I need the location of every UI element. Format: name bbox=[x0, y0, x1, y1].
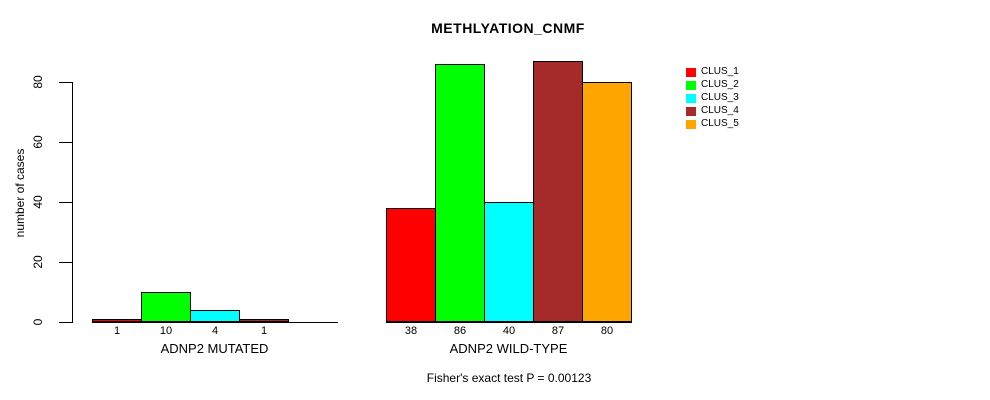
legend-swatch-clus-4 bbox=[686, 106, 696, 116]
bar-value-label-adnp2-mutated-clus-1: 1 bbox=[113, 325, 121, 337]
y-tick-label-40: 40 bbox=[31, 195, 45, 209]
legend-label-clus-1: CLUS_1 bbox=[701, 66, 739, 77]
legend-swatch-clus-2 bbox=[686, 80, 696, 90]
x-axis-group-label-adnp2-mutated: ADNP2 MUTATED bbox=[160, 341, 269, 356]
bar-value-label-adnp2-wild-type-clus-4: 87 bbox=[551, 325, 565, 337]
bar-adnp2-wild-type-clus-4 bbox=[533, 61, 583, 322]
legend-label-clus-4: CLUS_4 bbox=[701, 105, 739, 116]
bar-adnp2-mutated-clus-2 bbox=[141, 292, 191, 322]
legend-swatch-clus-3 bbox=[686, 93, 696, 103]
bar-adnp2-wild-type-clus-2 bbox=[435, 64, 485, 322]
legend-label-clus-3: CLUS_3 bbox=[701, 92, 739, 103]
bar-adnp2-wild-type-clus-1 bbox=[386, 208, 436, 322]
chart-title: METHLYATION_CNMF bbox=[431, 20, 585, 36]
y-tick-40 bbox=[59, 202, 72, 203]
bar-value-label-adnp2-wild-type-clus-5: 80 bbox=[600, 325, 614, 337]
bar-adnp2-mutated-clus-4 bbox=[239, 319, 289, 322]
bar-value-label-adnp2-mutated-clus-4: 1 bbox=[260, 325, 268, 337]
baseline-adnp2-wild-type bbox=[386, 322, 632, 323]
footnote-fisher-test: Fisher's exact test P = 0.00123 bbox=[426, 371, 592, 385]
baseline-adnp2-mutated bbox=[92, 322, 338, 323]
y-axis-label: number of cases bbox=[13, 148, 27, 238]
bar-value-label-adnp2-wild-type-clus-2: 86 bbox=[453, 325, 467, 337]
legend-label-clus-5: CLUS_5 bbox=[701, 118, 739, 129]
y-tick-0 bbox=[59, 322, 72, 323]
bar-value-label-adnp2-wild-type-clus-3: 40 bbox=[502, 325, 516, 337]
legend-swatch-clus-5 bbox=[686, 119, 696, 129]
y-tick-label-20: 20 bbox=[31, 255, 45, 269]
bar-adnp2-wild-type-clus-5 bbox=[582, 82, 632, 322]
y-tick-label-80: 80 bbox=[31, 75, 45, 89]
legend-swatch-clus-1 bbox=[686, 67, 696, 77]
y-tick-label-60: 60 bbox=[31, 135, 45, 149]
bar-adnp2-wild-type-clus-3 bbox=[484, 202, 534, 322]
y-tick-label-0: 0 bbox=[31, 318, 45, 326]
bar-value-label-adnp2-wild-type-clus-1: 38 bbox=[404, 325, 418, 337]
y-tick-60 bbox=[59, 142, 72, 143]
y-tick-20 bbox=[59, 262, 72, 263]
x-axis-group-label-adnp2-wild-type: ADNP2 WILD-TYPE bbox=[449, 341, 568, 356]
bar-adnp2-mutated-clus-3 bbox=[190, 310, 240, 322]
y-tick-80 bbox=[59, 82, 72, 83]
y-axis-line bbox=[72, 82, 73, 323]
bar-value-label-adnp2-mutated-clus-3: 4 bbox=[211, 325, 219, 337]
legend-label-clus-2: CLUS_2 bbox=[701, 79, 739, 90]
bar-adnp2-mutated-clus-1 bbox=[92, 319, 142, 322]
bar-value-label-adnp2-mutated-clus-2: 10 bbox=[159, 325, 173, 337]
